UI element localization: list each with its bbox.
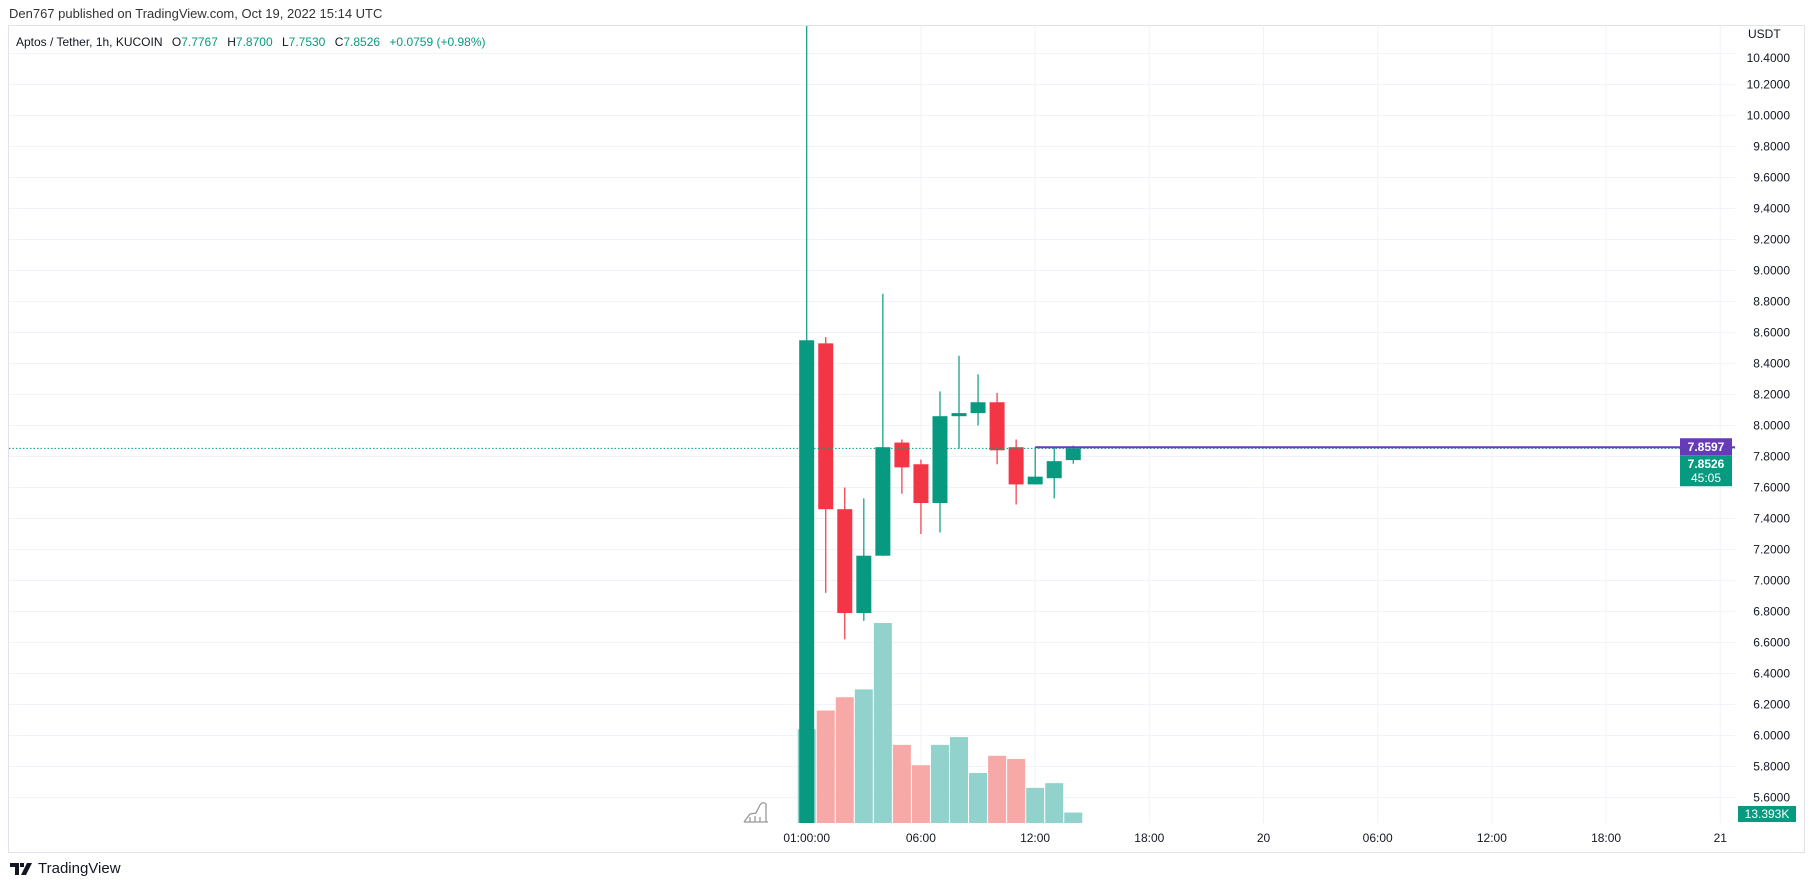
last-price-badge (1680, 455, 1732, 487)
volume-bar (988, 755, 1007, 823)
x-tick-label: 12:00 (1020, 831, 1050, 845)
x-tick-label: 21 (1714, 831, 1728, 845)
candle-body (913, 464, 929, 503)
change-value: +0.0759 (+0.98%) (389, 35, 486, 49)
footer-brand[interactable]: TradingView (10, 860, 121, 877)
volume-bar (854, 689, 873, 823)
y-tick-label: 9.0000 (1753, 264, 1790, 278)
x-tick-label: 12:00 (1477, 831, 1507, 845)
y-tick-label: 7.6000 (1753, 481, 1790, 495)
x-tick-label: 18:00 (1591, 831, 1621, 845)
candle-body (837, 509, 853, 614)
y-tick-label: 10.4000 (1747, 51, 1791, 65)
volume-bar (1007, 758, 1026, 823)
volume-bar (1064, 812, 1083, 823)
volume-bar (816, 710, 835, 823)
last-price-label: 7.8526 (1688, 457, 1725, 471)
price-lines (9, 446, 1735, 449)
candle-body (1065, 448, 1081, 461)
y-tick-label: 8.2000 (1753, 388, 1790, 402)
alert-price-badge (1680, 438, 1732, 456)
y-tick-label: 6.4000 (1753, 667, 1790, 681)
price-axis: 10.4000 10.2000 10.0000 9.8000 9.6000 9.4000 9… (1680, 27, 1796, 822)
x-tick-label: 01:00:00 (783, 831, 830, 845)
y-tick-label: 7.2000 (1753, 543, 1790, 557)
y-tick-label: 6.6000 (1753, 636, 1790, 650)
low-value: 7.7530 (288, 35, 326, 49)
high-value: 7.8700 (235, 35, 273, 49)
candle-body (989, 402, 1005, 451)
volume-bar (1045, 783, 1064, 823)
volume-label: 13.393K (1745, 807, 1790, 821)
volume-bar (969, 773, 988, 823)
symbol-title: Aptos / Tether, 1h, KUCOIN (16, 35, 163, 49)
y-tick-label: 6.0000 (1753, 729, 1790, 743)
candle-body (818, 343, 834, 510)
y-tick-label: 6.8000 (1753, 605, 1790, 619)
y-tick-label: 10.2000 (1747, 78, 1791, 92)
alert-price-label: 7.8597 (1688, 440, 1725, 454)
close-value: 7.8526 (343, 35, 381, 49)
volume-bars (797, 623, 1083, 823)
candle-body (1008, 447, 1024, 485)
currency-label: USDT (1748, 27, 1781, 41)
y-tick-label: 10.0000 (1747, 109, 1791, 123)
candle-body (875, 447, 891, 556)
y-tick-label: 8.8000 (1753, 295, 1790, 309)
y-tick-label: 9.4000 (1753, 202, 1790, 216)
open-label: O (171, 35, 182, 49)
volume-badge (1738, 806, 1796, 822)
candle-body (1027, 476, 1043, 485)
volume-bar (873, 623, 892, 823)
x-tick-label: 06:00 (1363, 831, 1393, 845)
volume-bar (835, 697, 854, 823)
volume-bar (911, 765, 930, 823)
close-label: C (334, 35, 344, 49)
y-tick-label: 7.0000 (1753, 574, 1790, 588)
candle-body (894, 442, 910, 468)
y-tick-label: 9.6000 (1753, 171, 1790, 185)
published-info: Den767 published on TradingView.com, Oct… (9, 6, 383, 21)
y-tick-label: 9.8000 (1753, 140, 1790, 154)
time-axis: 01:00:00 06:00 12:00 18:00 20 06:00 12:00 18:00… (783, 831, 1727, 845)
symbol-legend: Aptos / Tether, 1h, KUCOIN O7.7767 H7.87… (16, 35, 492, 49)
x-tick-label: 20 (1257, 831, 1271, 845)
tradingview-logo-icon (10, 862, 32, 875)
y-tick-label: 5.8000 (1753, 760, 1790, 774)
candle-body (799, 340, 815, 823)
volume-bar (930, 744, 949, 823)
candle-body (856, 555, 872, 614)
x-tick-label: 06:00 (906, 831, 936, 845)
y-tick-label: 9.2000 (1753, 233, 1790, 247)
y-tick-label: 7.8000 (1753, 450, 1790, 464)
candle-body (970, 402, 986, 414)
open-value: 7.7767 (181, 35, 218, 49)
high-label: H (227, 35, 236, 49)
candles (799, 26, 1081, 823)
volume-bar (950, 737, 969, 823)
volume-bar (892, 744, 911, 823)
candle-body (951, 413, 967, 417)
y-tick-label: 8.4000 (1753, 357, 1790, 371)
x-tick-label: 18:00 (1134, 831, 1164, 845)
y-tick-label: 8.0000 (1753, 419, 1790, 433)
brand-name: TradingView (38, 860, 121, 877)
y-tick-label: 5.6000 (1753, 791, 1790, 805)
volume-bar (1026, 787, 1045, 823)
y-tick-label: 8.6000 (1753, 326, 1790, 340)
y-tick-label: 6.2000 (1753, 698, 1790, 712)
y-tick-label: 7.4000 (1753, 512, 1790, 526)
chart-frame (8, 25, 1805, 853)
low-label: L (281, 35, 289, 49)
candle-body (1046, 461, 1062, 479)
candle-body (932, 416, 948, 503)
countdown-label: 45:05 (1691, 471, 1721, 485)
dinosaur-icon (743, 802, 768, 823)
